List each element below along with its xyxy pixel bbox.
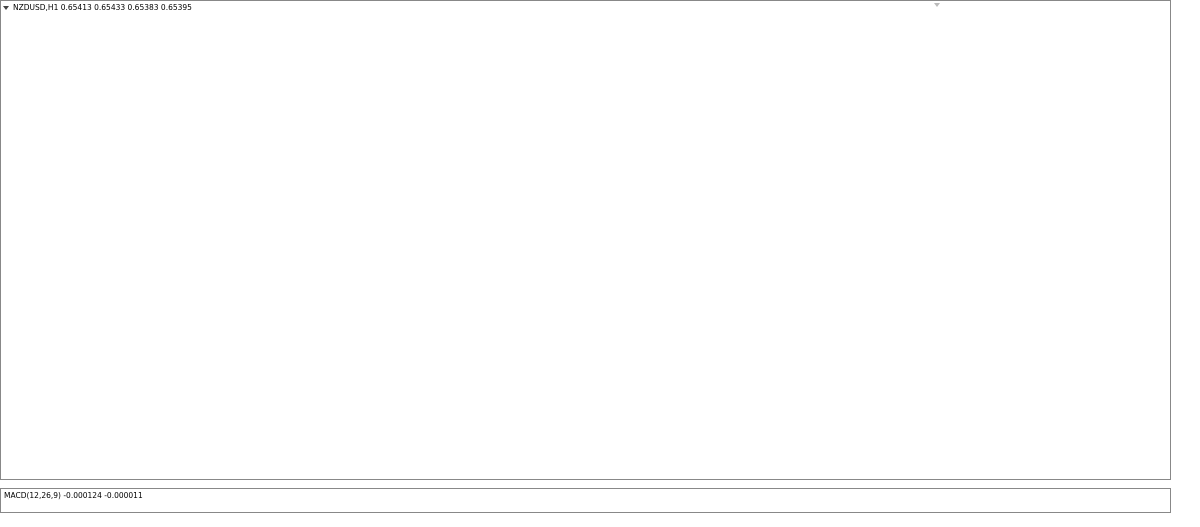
shift-marker[interactable] bbox=[934, 3, 940, 7]
symbol-menu-icon[interactable] bbox=[3, 6, 9, 10]
main-panel bbox=[0, 0, 1171, 480]
chart-title: NZDUSD,H1 0.65413 0.65433 0.65383 0.6539… bbox=[13, 3, 192, 12]
macd-title: MACD(12,26,9) -0.000124 -0.000011 bbox=[4, 491, 143, 500]
macd-panel bbox=[0, 488, 1171, 513]
